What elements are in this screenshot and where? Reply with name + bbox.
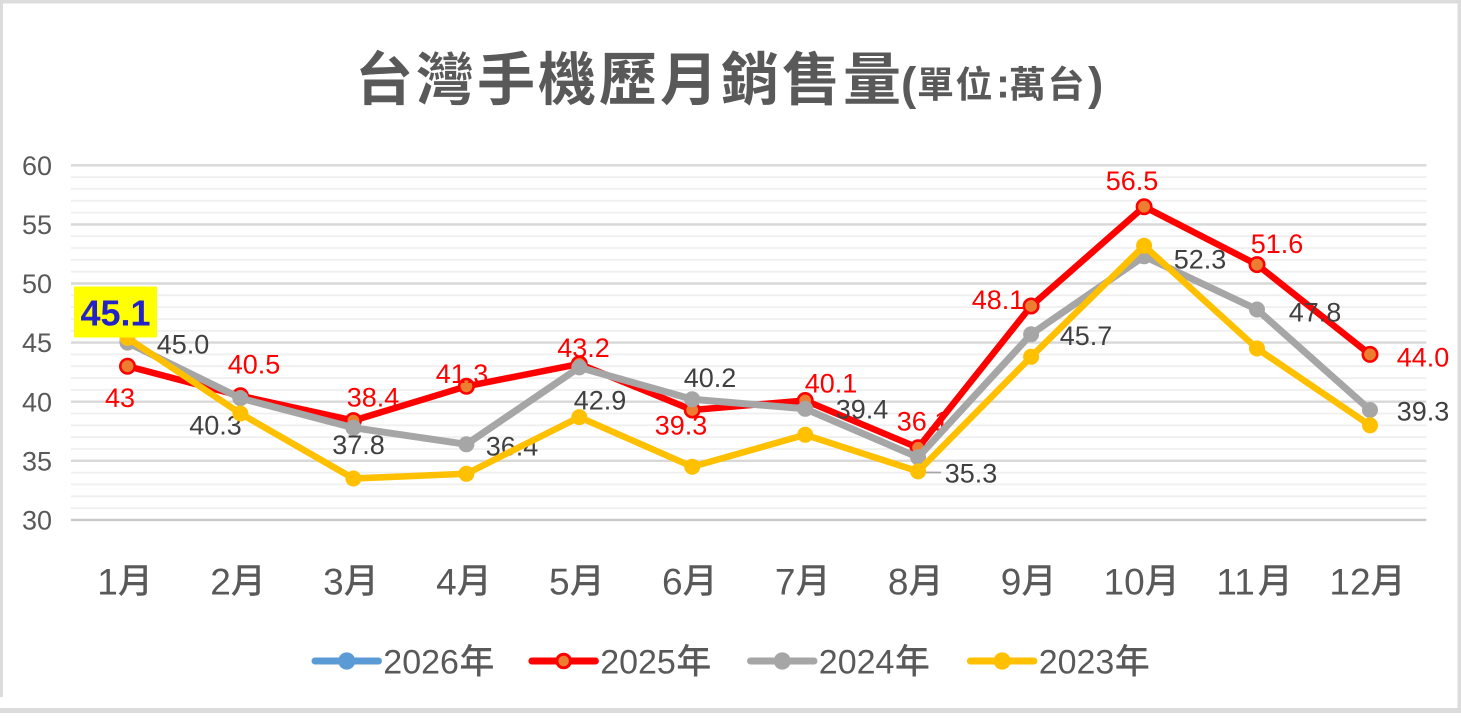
- svg-text:56.5: 56.5: [1106, 166, 1159, 196]
- svg-text:60: 60: [22, 151, 52, 181]
- svg-text:47.8: 47.8: [1289, 298, 1342, 328]
- svg-text:35.3: 35.3: [945, 459, 998, 489]
- svg-text:2024: 2024: [819, 643, 895, 681]
- svg-text:9: 9: [1001, 562, 1022, 603]
- svg-text:55: 55: [22, 210, 52, 240]
- svg-text:5: 5: [549, 562, 570, 603]
- svg-text:41.3: 41.3: [436, 359, 489, 389]
- svg-text:52.3: 52.3: [1174, 245, 1227, 275]
- svg-text:2023: 2023: [1039, 643, 1115, 681]
- svg-text:40: 40: [22, 387, 52, 417]
- svg-text:45.1: 45.1: [80, 293, 150, 334]
- svg-text::: :: [996, 60, 1010, 107]
- svg-text:3: 3: [323, 562, 344, 603]
- svg-text:11: 11: [1216, 562, 1254, 603]
- svg-text:(: (: [901, 58, 917, 110]
- svg-text:45.7: 45.7: [1060, 321, 1113, 351]
- svg-text:7: 7: [775, 562, 796, 603]
- svg-text:48.1: 48.1: [972, 285, 1025, 315]
- svg-text:40.5: 40.5: [228, 350, 281, 380]
- svg-text:1: 1: [97, 562, 118, 603]
- svg-text:40.2: 40.2: [684, 363, 737, 393]
- svg-text:2026: 2026: [383, 643, 459, 681]
- svg-text:50: 50: [22, 269, 52, 299]
- svg-text:44.0: 44.0: [1397, 342, 1450, 372]
- svg-text:12: 12: [1329, 562, 1370, 603]
- svg-text:35: 35: [22, 446, 52, 476]
- svg-text:2: 2: [210, 562, 231, 603]
- svg-text:38.4: 38.4: [347, 383, 400, 413]
- svg-text:43.2: 43.2: [557, 333, 610, 363]
- svg-text:39.3: 39.3: [1397, 397, 1450, 427]
- svg-text:6: 6: [662, 562, 683, 603]
- svg-text:30: 30: [22, 506, 52, 536]
- svg-text:8: 8: [888, 562, 909, 603]
- svg-text:39.4: 39.4: [836, 395, 889, 425]
- svg-text:4: 4: [436, 562, 457, 603]
- svg-text:): ): [1088, 58, 1103, 110]
- svg-text:45.0: 45.0: [157, 330, 210, 360]
- svg-text:45: 45: [22, 328, 52, 358]
- svg-text:37.8: 37.8: [332, 430, 385, 460]
- svg-text:39.3: 39.3: [655, 411, 708, 441]
- svg-text:43: 43: [105, 383, 135, 413]
- svg-text:10: 10: [1104, 562, 1145, 603]
- svg-text:2025: 2025: [600, 643, 676, 681]
- svg-text:51.6: 51.6: [1251, 229, 1304, 259]
